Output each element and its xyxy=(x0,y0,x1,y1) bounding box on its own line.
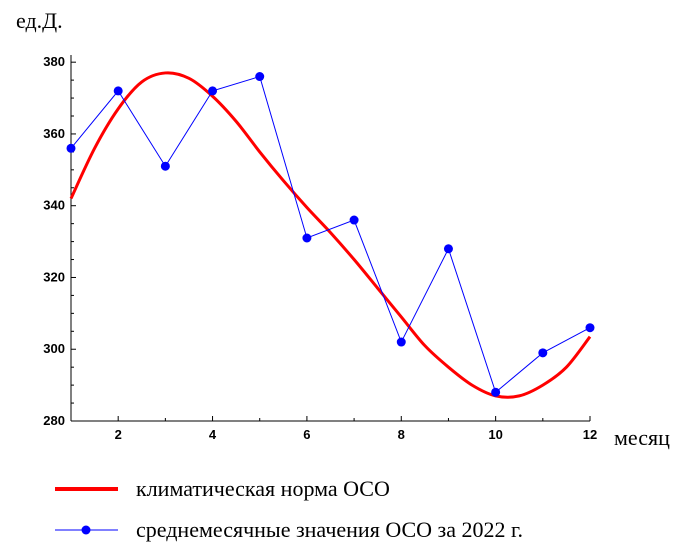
y-ticks: 280 300 320 340 360 380 xyxy=(43,54,76,428)
series-2022-point xyxy=(255,72,265,82)
series-climate-norm-line xyxy=(69,71,592,399)
series-2022-point xyxy=(349,215,359,225)
series-2022-point xyxy=(585,323,595,333)
y-tick-label: 360 xyxy=(43,126,65,141)
series-2022-point xyxy=(160,161,170,171)
y-tick-label: 380 xyxy=(43,54,65,69)
x-tick-label: 10 xyxy=(488,427,502,442)
y-tick-label: 300 xyxy=(43,341,65,356)
series-2022-point xyxy=(443,244,453,254)
series-2022-line xyxy=(70,75,591,394)
x-tick-label: 2 xyxy=(115,427,122,442)
series-2022-point xyxy=(491,387,501,397)
y-tick-label: 340 xyxy=(43,198,65,213)
series-2022-point xyxy=(302,233,312,243)
series-layer xyxy=(66,71,595,399)
legend: климатическая норма ОСО среднемесячные з… xyxy=(55,476,523,542)
x-tick-label: 6 xyxy=(303,427,310,442)
legend-norm-label: климатическая норма ОСО xyxy=(136,476,390,501)
x-tick-label: 8 xyxy=(398,427,405,442)
legend-2022-label: среднемесячные значения ОСО за 2022 г. xyxy=(136,517,523,542)
y-tick-label: 320 xyxy=(43,269,65,284)
y-tick-label: 280 xyxy=(43,413,65,428)
series-2022-point xyxy=(66,143,76,153)
x-tick-label: 12 xyxy=(583,427,597,442)
y-axis-title: ед.Д. xyxy=(16,8,63,33)
x-ticks: 2 4 6 8 10 12 xyxy=(70,416,597,442)
series-2022-point xyxy=(208,86,218,96)
legend-2022-marker xyxy=(81,525,91,535)
x-tick-label: 4 xyxy=(209,427,217,442)
series-2022-point xyxy=(113,86,123,96)
series-2022-point xyxy=(538,348,548,358)
x-axis-title: месяц xyxy=(614,425,670,450)
series-2022-point xyxy=(396,337,406,347)
